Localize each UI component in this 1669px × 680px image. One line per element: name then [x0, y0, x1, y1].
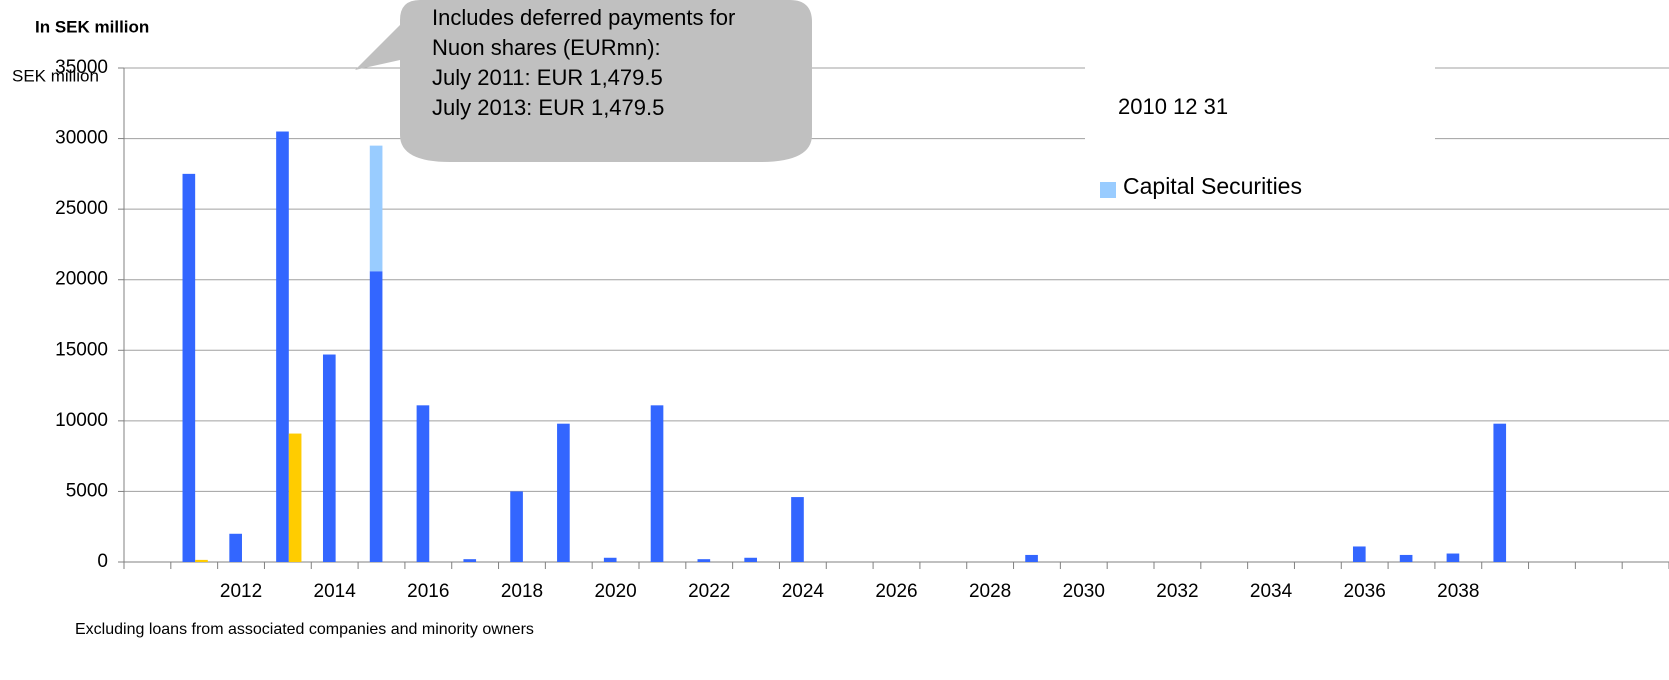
callout — [355, 0, 812, 162]
x-tick-label: 2026 — [875, 581, 917, 602]
bar — [744, 557, 757, 562]
x-tick-label: 2024 — [782, 581, 825, 602]
y-tick-label: 35000 — [55, 57, 108, 78]
legend-label: Capital Securities — [1123, 173, 1302, 199]
callout-text: Includes deferred payments for Nuon share… — [432, 5, 735, 120]
y-tick-label: 0 — [97, 551, 108, 572]
bar — [288, 433, 302, 562]
y-tick-label: 20000 — [55, 269, 108, 290]
y-tick-label: 30000 — [55, 128, 108, 149]
y-tick-label: 25000 — [55, 198, 108, 219]
bar — [510, 491, 523, 562]
x-tick-label: 2020 — [594, 581, 636, 602]
bar — [195, 559, 208, 562]
x-tick-label: 2022 — [688, 581, 730, 602]
bar — [1493, 423, 1507, 562]
bar — [1025, 554, 1038, 562]
legend-swatch — [1100, 182, 1116, 198]
callout-line: Includes deferred payments for — [432, 5, 735, 30]
bar — [369, 271, 383, 562]
x-tick-label: 2032 — [1156, 581, 1198, 602]
x-tick-label: 2016 — [407, 581, 449, 602]
x-tick-label: 2038 — [1437, 581, 1479, 602]
callout-line: July 2013: EUR 1,479.5 — [432, 95, 664, 120]
bar — [603, 557, 617, 562]
bar — [791, 497, 804, 562]
x-tick-label: 2030 — [1063, 581, 1105, 602]
bar — [1399, 554, 1413, 562]
bar — [369, 145, 383, 272]
x-tick-label: 2012 — [220, 581, 262, 602]
plot-area: 0 5000 10000 15000 20000 25000 30000 35000 2012 2… — [55, 57, 1669, 602]
y-axis-label: SEK million — [12, 66, 99, 85]
chart-title: In SEK million — [35, 17, 149, 36]
x-tick-label: 2034 — [1250, 581, 1293, 602]
footnote: Excluding loans from associated companie… — [75, 621, 534, 638]
callout-line: Nuon shares (EURmn): — [432, 35, 661, 60]
legend-title: 2010 12 31 — [1118, 94, 1228, 119]
bar — [322, 354, 336, 562]
y-tick-label: 10000 — [55, 410, 108, 431]
callout-line: July 2011: EUR 1,479.5 — [432, 65, 663, 90]
bar — [650, 405, 664, 562]
bar — [1352, 546, 1366, 562]
legend-box — [1085, 62, 1435, 142]
y-tick-label: 5000 — [66, 480, 108, 501]
x-tick-label: 2036 — [1344, 581, 1386, 602]
bar — [463, 559, 477, 562]
bar — [276, 131, 289, 562]
bar — [182, 173, 196, 562]
bar — [697, 559, 711, 562]
x-tick-label: 2028 — [969, 581, 1011, 602]
bar — [416, 405, 430, 562]
bar — [557, 423, 570, 562]
x-tick-label: 2014 — [314, 581, 357, 602]
bar — [1446, 553, 1460, 562]
x-tick-label: 2018 — [501, 581, 543, 602]
y-tick-label: 15000 — [55, 339, 108, 360]
bar — [229, 533, 242, 562]
